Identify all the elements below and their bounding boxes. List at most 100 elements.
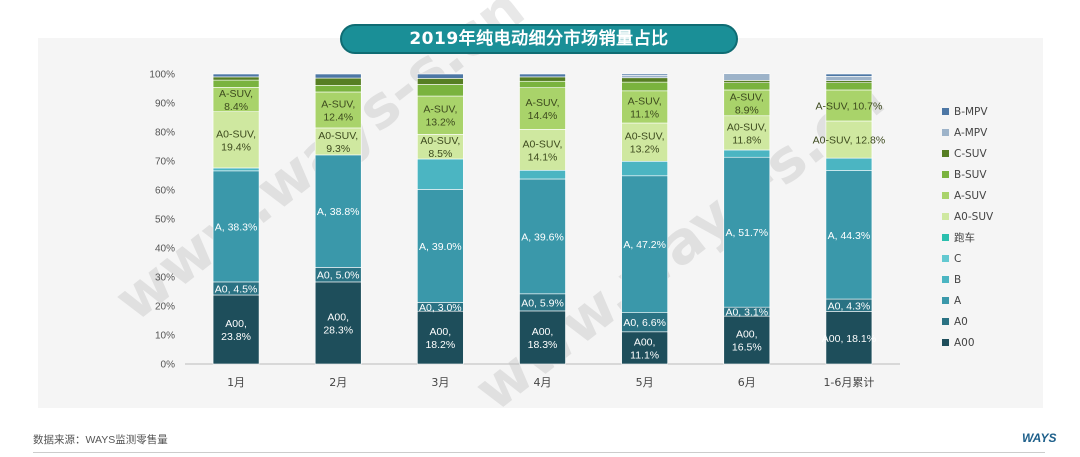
bar-segment-B-6月: [723, 149, 771, 158]
y-tick-label: 20%: [155, 302, 175, 313]
data-label-A-3月: A, 39.0%: [419, 241, 462, 253]
y-tick-label: 100%: [149, 70, 175, 81]
legend-label-B-SUV: B-SUV: [954, 169, 987, 181]
bar-segment-A-SUV-1月: [212, 87, 260, 112]
bar-segment-C-SUV-2月: [314, 77, 362, 86]
bar-segment-A0-SUV-2月: [314, 127, 362, 156]
data-label-A00-2月: A00, 28.3%: [323, 311, 353, 336]
bar-segment-B-SUV-3月: [417, 84, 464, 97]
legend-swatch-B-MPV: [942, 108, 949, 115]
bar-segment-A0-SUV-3月: [417, 134, 464, 160]
bar-segment-B-MPV-1-6月累计: [825, 73, 873, 77]
bar-segment-A-MPV-1-6月累计: [825, 76, 873, 81]
bar-segment-A-1月: [212, 170, 260, 283]
data-label-A0-SUV-3月: A0-SUV, 8.5%: [420, 135, 460, 160]
bar-segment-A-1-6月累计: [825, 170, 873, 300]
bar-segment-A00-2月: [314, 281, 362, 365]
bar-segment-A-SUV-3月: [417, 95, 464, 135]
legend-swatch-A00: [942, 339, 949, 346]
bar-segment-A00-5月: [621, 331, 668, 365]
legend-label-跑车: 跑车: [954, 231, 975, 244]
x-tick-label: 2月: [329, 376, 347, 389]
bar-segment-A-6月: [723, 156, 771, 308]
legend-swatch-A0-SUV: [942, 213, 949, 220]
bar-segment-C-SUV-3月: [417, 78, 464, 85]
data-label-A-SUV-5月: A-SUV, 11.1%: [628, 95, 662, 120]
bar-segment-C-SUV-5月: [621, 77, 668, 83]
bar-segment-B-MPV-4月: [519, 73, 566, 78]
data-label-A-SUV-2月: A-SUV, 12.4%: [321, 98, 355, 123]
legend-label-A: A: [954, 295, 962, 307]
data-label-A00-6月: A00, 16.5%: [732, 329, 762, 354]
bar-segment-C-SUV-1-6月累计: [825, 80, 873, 83]
x-tick-label: 5月: [636, 376, 654, 389]
x-tick-label: 1-6月累计: [823, 376, 874, 389]
bar-segment-B-3月: [417, 158, 464, 190]
x-tick-label: 3月: [431, 376, 449, 389]
bar-segment-A-4月: [519, 178, 566, 295]
legend-label-C: C: [954, 253, 961, 265]
bar-segment-B-SUV-2月: [314, 85, 362, 93]
data-label-A00-1月: A00, 23.8%: [221, 318, 251, 343]
bar-segment-A00-3月: [417, 310, 464, 365]
data-label-A0-SUV-4月: A0-SUV, 14.1%: [523, 138, 563, 163]
data-label-A-SUV-4月: A-SUV, 14.4%: [525, 97, 559, 122]
data-label-A00-5月: A00, 11.1%: [630, 336, 659, 361]
data-label-A-SUV-1月: A-SUV, 8.4%: [219, 88, 253, 113]
footer-divider: [33, 452, 1045, 453]
bar-segment-A00-1月: [212, 294, 260, 365]
data-label-A0-SUV-1-6月累计: A0-SUV, 12.8%: [813, 135, 886, 147]
data-label-A-6月: A, 51.7%: [725, 227, 768, 239]
legend-label-A-MPV: A-MPV: [954, 127, 988, 139]
legend-label-B: B: [954, 274, 961, 286]
data-label-A-SUV-6月: A-SUV, 8.9%: [730, 91, 764, 116]
legend-swatch-跑车: [942, 234, 949, 241]
data-label-A-SUV-3月: A-SUV, 13.2%: [423, 104, 457, 129]
bar-segment-A-SUV-5月: [621, 90, 668, 124]
data-label-A-SUV-1-6月累计: A-SUV, 10.7%: [816, 100, 883, 112]
bar-segment-A0-SUV-1月: [212, 111, 260, 169]
legend-swatch-B-SUV: [942, 171, 949, 178]
bar-segment-A-SUV-2月: [314, 91, 362, 129]
y-tick-label: 30%: [155, 273, 175, 284]
bar-segment-B-5月: [621, 160, 668, 177]
bar-segment-A-2月: [314, 154, 362, 268]
bar-segment-B-SUV-4月: [519, 80, 566, 88]
y-tick-label: 60%: [155, 186, 175, 197]
y-tick-label: 70%: [155, 157, 175, 168]
bar-segment-A-MPV-5月: [621, 75, 668, 79]
bar-segment-B-SUV-5月: [621, 81, 668, 92]
bar-segment-A00-6月: [723, 315, 771, 365]
legend-label-A0: A0: [954, 316, 968, 328]
bar-segment-A0-SUV-4月: [519, 129, 566, 171]
bar-segment-B-MPV-1月: [212, 73, 260, 78]
data-label-A-1月: A, 38.3%: [215, 221, 258, 233]
y-tick-label: 80%: [155, 128, 175, 139]
legend-label-A00: A00: [954, 337, 975, 349]
bar-segment-B-1月: [212, 167, 260, 172]
x-tick-label: 1月: [227, 376, 245, 389]
bar-segment-A0-SUV-5月: [621, 122, 668, 162]
legend-swatch-C: [942, 255, 949, 262]
bar-segment-A-SUV-4月: [519, 87, 566, 130]
bar-segment-A-SUV-6月: [723, 89, 771, 117]
legend-swatch-A-MPV: [942, 129, 949, 136]
bar-segment-B-MPV-3月: [417, 73, 464, 79]
bar-segment-B-SUV-1月: [212, 79, 260, 88]
legend-swatch-A-SUV: [942, 192, 949, 199]
bar-segment-B-4月: [519, 169, 566, 180]
bar-segment-B-MPV-2月: [314, 73, 362, 79]
y-tick-label: 10%: [155, 331, 175, 342]
x-tick-label: 6月: [738, 376, 756, 389]
data-label-A0-SUV-5月: A0-SUV, 13.2%: [625, 131, 665, 156]
data-label-A0-1-6月累计: A0, 4.3%: [828, 300, 871, 312]
bar-segment-B-1-6月累计: [825, 157, 873, 171]
bar-segment-C-SUV-6月: [723, 80, 771, 83]
y-tick-label: 90%: [155, 99, 175, 110]
ways-logo: WAYS: [1022, 431, 1057, 445]
data-label-A0-5月: A0, 6.6%: [623, 317, 666, 329]
legend-swatch-B: [942, 276, 949, 283]
data-label-A0-6月: A0, 3.1%: [725, 307, 768, 319]
y-tick-label: 50%: [155, 215, 175, 226]
bar-segment-A-3月: [417, 189, 464, 303]
